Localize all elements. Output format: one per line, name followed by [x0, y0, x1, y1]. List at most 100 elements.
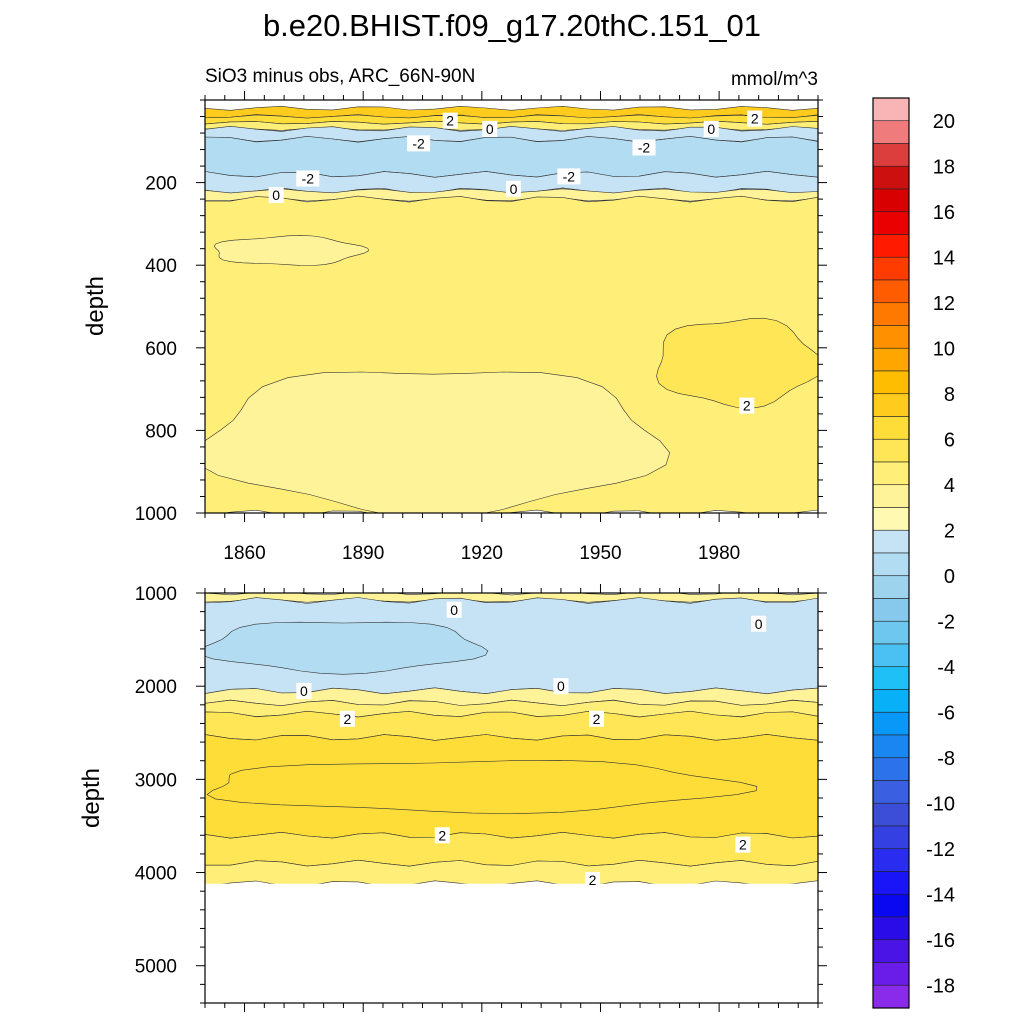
- colorbar-swatch: [872, 279, 910, 304]
- upper-contour-label-bg: [557, 168, 581, 185]
- colorbar-label: 14: [933, 247, 955, 269]
- upper-y-tick-label: 600: [145, 339, 177, 360]
- upper-contour-label-bg: [482, 120, 498, 137]
- colorbar-swatch: [872, 256, 910, 281]
- upper-contour-label-bg: [632, 139, 656, 156]
- upper-contour-label-bg: [739, 397, 755, 414]
- colorbar-swatch: [872, 575, 910, 599]
- upper-y-tick-label: 1000: [135, 504, 177, 525]
- upper-contour-label: 0: [486, 121, 494, 137]
- upper-x-tick-label: 1950: [579, 543, 621, 564]
- upper-contour-label: 0: [510, 181, 518, 197]
- colorbar-swatch: [872, 620, 910, 645]
- colorbar-label: -20: [926, 1021, 955, 1024]
- colorbar-swatch: [872, 598, 910, 622]
- upper-panel-contour-labels: 2 0 -2 0 2 -2 -2 -2 0 0 2: [268, 110, 763, 414]
- colorbar-label: 10: [933, 338, 955, 360]
- colorbar-label: -12: [926, 839, 955, 861]
- lower-contour-region: [206, 759, 758, 814]
- subtitle-left: SiO3 minus obs, ARC_66N-90N: [205, 66, 475, 87]
- colorbar-swatch: [872, 393, 910, 417]
- colorbar-label: 8: [944, 384, 955, 406]
- upper-contour-label-bg: [296, 170, 320, 187]
- lower-contour-region: [205, 621, 489, 675]
- colorbar-label: -8: [937, 748, 955, 770]
- lower-no-data-area: [205, 883, 818, 1003]
- colorbar-swatch: [872, 211, 910, 235]
- colorbar-swatch: [872, 643, 910, 668]
- lower-contour-label: 2: [343, 711, 351, 727]
- colorbar-label: -2: [937, 611, 955, 633]
- lower-contour-label-bg: [751, 615, 767, 632]
- upper-contour-label: 2: [743, 398, 751, 414]
- colorbar-label: -4: [937, 657, 955, 679]
- colorbar-label: 16: [933, 202, 955, 224]
- colorbar-label: -18: [926, 975, 955, 997]
- colorbar-swatch: [872, 757, 910, 781]
- colorbar-swatch: [872, 916, 910, 941]
- upper-contour-label: 0: [707, 121, 715, 137]
- colorbar-swatch: [872, 484, 910, 508]
- colorbar-swatch: [872, 552, 910, 577]
- colorbar-swatch: [872, 325, 910, 349]
- upper-contour-label-bg: [703, 120, 719, 137]
- colorbar-swatch: [872, 802, 910, 827]
- colorbar-swatch: [872, 711, 910, 736]
- upper-contour-label: 2: [446, 113, 454, 129]
- colorbar-label: 2: [944, 520, 955, 542]
- colorbar-swatch: [872, 848, 910, 872]
- colorbar-swatch: [872, 871, 910, 895]
- upper-contour-label-bg: [505, 180, 521, 197]
- colorbar-swatch: [872, 507, 910, 531]
- colorbar-swatch: [872, 893, 910, 918]
- lower-contour-label-bg: [296, 682, 312, 699]
- upper-contour-label: -2: [302, 170, 315, 186]
- colorbar-swatch: [872, 734, 910, 759]
- colorbar-swatch: [872, 302, 910, 326]
- colorbar-label: -16: [926, 930, 955, 952]
- lower-contour-label: 0: [557, 678, 565, 694]
- colorbar-frame: [872, 97, 910, 1009]
- colorbar-label: -6: [937, 702, 955, 724]
- lower-contour-label: 0: [755, 616, 763, 632]
- colorbar-label: 20: [933, 111, 955, 133]
- lower-contour-label: 2: [438, 827, 446, 843]
- upper-contour-label: 2: [751, 111, 759, 127]
- upper-x-tick-label: 1980: [698, 543, 740, 564]
- lower-contour-label-bg: [339, 710, 355, 727]
- lower-depth-band: [205, 593, 818, 603]
- upper-y-tick-label: 800: [145, 421, 177, 442]
- lower-y-tick-label: 5000: [135, 957, 177, 978]
- lower-contour-label: 2: [593, 711, 601, 727]
- upper-contour-label-bg: [407, 135, 431, 152]
- upper-contour-label-bg: [442, 112, 458, 129]
- colorbar-label: 0: [944, 566, 955, 588]
- lower-y-axis-label: depth: [78, 768, 105, 828]
- upper-panel-frame: [204, 99, 819, 514]
- lower-panel: 0 0 0 0 2 2 2 2 2 1000 2000 3000 4000 5000 depth: [78, 584, 827, 1012]
- lower-panel-contour-labels: 0 0 0 0 2 2 2 2 2: [296, 601, 767, 888]
- units-label: mmol/m^3: [731, 69, 818, 90]
- colorbar-swatch: [872, 461, 910, 486]
- colorbar-swatch: [872, 416, 910, 440]
- upper-contour-label: -2: [638, 139, 651, 155]
- colorbar-swatch: [872, 97, 910, 122]
- lower-contour-label: 0: [300, 683, 308, 699]
- colorbar-swatch: [872, 370, 910, 395]
- colorbar-swatch: [872, 984, 910, 1009]
- lower-y-tick-label: 1000: [135, 584, 177, 605]
- upper-y-tick-label: 200: [145, 174, 177, 195]
- upper-x-tick-label: 1860: [223, 543, 265, 564]
- lower-contour-label-bg: [446, 601, 462, 618]
- colorbar-label: 6: [944, 429, 955, 451]
- upper-x-tick-label: 1920: [461, 543, 503, 564]
- upper-contour-label-bg: [747, 110, 763, 127]
- upper-x-tick-label: 1890: [342, 543, 384, 564]
- upper-contour-label: 0: [272, 187, 280, 203]
- lower-contour-label: 2: [589, 872, 597, 888]
- upper-panel: 2 0 -2 0 2 -2 -2 -2 0 0 2 1860 1890 1920 1950 1980 200 4…: [82, 91, 827, 564]
- lower-contour-label-bg: [553, 678, 569, 695]
